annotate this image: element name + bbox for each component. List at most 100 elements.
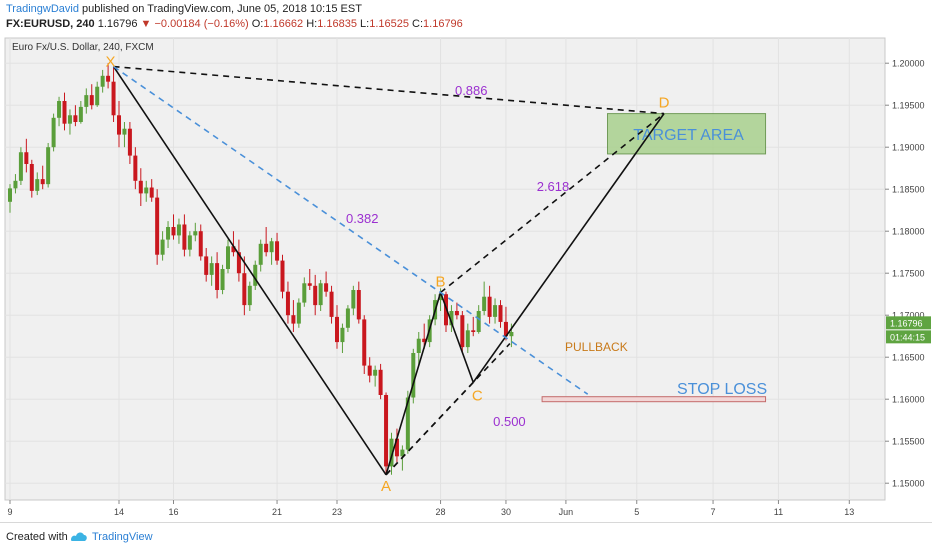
candle-body [367, 365, 372, 376]
candle [171, 214, 176, 240]
candle [356, 281, 361, 324]
candle [84, 88, 89, 114]
candle [258, 239, 263, 272]
candle [340, 323, 345, 353]
low-label: L: [360, 18, 370, 30]
candle-body [449, 311, 454, 326]
candle [193, 222, 198, 242]
candle [285, 281, 290, 324]
chart-area[interactable]: TARGET AREA STOP LOSS 0.886 0.382 2.618 0.500… [0, 36, 932, 522]
candle-body [307, 283, 312, 286]
candle-body [411, 353, 416, 398]
y-tick-label: 1.18500 [892, 185, 925, 195]
candle-body [482, 296, 487, 311]
candle [329, 285, 334, 324]
candle [89, 84, 94, 110]
candle-body [133, 155, 138, 181]
pattern-leg-bc [439, 292, 475, 383]
time-axis[interactable]: 9 14 16 21 23 28 30 Jun 5 7 11 13 [7, 500, 854, 517]
drawings: TARGET AREA STOP LOSS 0.886 0.382 2.618 0.500… [106, 54, 768, 495]
candle [335, 305, 339, 349]
candle-body [176, 224, 181, 236]
candle [62, 92, 67, 131]
candle [182, 214, 187, 257]
candle-body [258, 243, 263, 265]
x-tick-label: 5 [634, 507, 639, 517]
candle [313, 274, 318, 316]
candle-body [209, 263, 214, 275]
x-tick-label: 11 [774, 507, 783, 517]
candle-body [73, 115, 78, 122]
candle-body [471, 330, 476, 332]
xb-ratio-line [113, 65, 589, 395]
candle-body [198, 231, 203, 257]
candle-body [231, 246, 236, 253]
target-area-label: TARGET AREA [633, 127, 744, 144]
candle [280, 254, 285, 299]
candle [411, 348, 416, 404]
point-label-d: D [659, 95, 670, 112]
close-value: 1.16796 [423, 18, 463, 30]
candle-body [454, 311, 459, 316]
y-tick-label: 1.15000 [892, 479, 925, 489]
candle [106, 63, 111, 89]
tradingview-brand[interactable]: TradingView [92, 531, 153, 543]
countdown-text: 01:44:15 [890, 332, 925, 342]
candle [46, 143, 51, 188]
candle-body [280, 260, 285, 292]
candle [78, 101, 83, 124]
candle [35, 172, 40, 196]
candle-body [84, 95, 89, 107]
price-axis[interactable]: 1.15000 1.15500 1.16000 1.16500 1.17000 1.175… [885, 59, 931, 489]
candle-body [166, 227, 171, 240]
candle [231, 231, 236, 257]
candle [264, 227, 269, 257]
candle-body [509, 332, 514, 337]
candle-body [35, 179, 40, 191]
candle [384, 392, 389, 474]
candle-body [362, 319, 367, 366]
candle-body [422, 338, 427, 343]
candle-body [78, 106, 83, 122]
candle [362, 315, 367, 374]
candle-body [503, 321, 508, 337]
candle-body [155, 197, 160, 255]
candle [247, 281, 252, 311]
candle [18, 147, 23, 185]
symbol-label: FX:EURUSD, 240 [6, 18, 95, 30]
candle [100, 69, 105, 93]
y-tick-label: 1.20000 [892, 59, 925, 69]
candle [122, 122, 127, 148]
ratio-label: 0.500 [493, 414, 526, 429]
footer: Created with TradingView [0, 522, 932, 551]
author-link[interactable]: TradingwDavid [6, 3, 79, 15]
candle [236, 239, 241, 282]
candle [226, 239, 230, 274]
candlestick-chart[interactable]: TARGET AREA STOP LOSS 0.886 0.382 2.618 0.500… [0, 36, 932, 522]
candle [307, 269, 312, 290]
candle-body [111, 81, 116, 116]
candle [24, 138, 29, 173]
candle-body [122, 128, 127, 135]
candle-body [236, 252, 241, 274]
candle-body [182, 224, 187, 250]
stop-loss-box [541, 396, 767, 403]
candle [133, 147, 138, 190]
candle-body [247, 285, 252, 306]
candle [149, 179, 154, 202]
candle [198, 224, 203, 261]
candle-body [215, 263, 220, 290]
candle [176, 218, 181, 244]
candle [378, 363, 383, 400]
candle [296, 298, 301, 328]
y-tick-label: 1.17000 [892, 311, 925, 321]
candle-body [351, 290, 356, 309]
candle [209, 256, 214, 286]
x-tick-label: 14 [114, 507, 124, 517]
y-tick-label: 1.16000 [892, 395, 925, 405]
candle [269, 237, 274, 265]
candle-body [285, 291, 290, 316]
y-tick-label: 1.15500 [892, 437, 925, 447]
candle [204, 248, 209, 282]
candle-body [106, 75, 111, 82]
